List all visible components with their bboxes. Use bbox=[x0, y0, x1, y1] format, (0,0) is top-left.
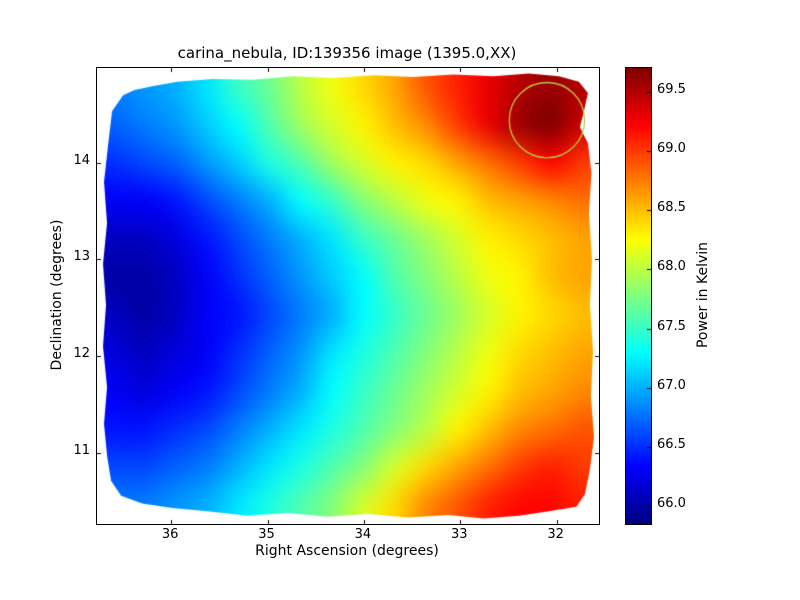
heatmap-canvas bbox=[97, 68, 599, 524]
x-tick-label: 35 bbox=[258, 527, 275, 542]
colorbar-tick-label: 67.0 bbox=[657, 377, 686, 393]
y-tick-label: 11 bbox=[73, 442, 90, 458]
x-tick-label: 33 bbox=[450, 527, 468, 542]
x-tick-label: 34 bbox=[354, 527, 372, 542]
colorbar-tick-label: 68.5 bbox=[657, 200, 686, 216]
colorbar-tick-label: 69.0 bbox=[657, 140, 686, 156]
colorbar-tick-label: 68.0 bbox=[657, 259, 686, 275]
colorbar-tick-label: 66.0 bbox=[657, 496, 686, 512]
plot-title: carina_nebula, ID:139356 image (1395.0,X… bbox=[177, 44, 517, 62]
colorbar-tick-label: 69.5 bbox=[657, 81, 686, 97]
y-tick-label: 12 bbox=[73, 345, 90, 361]
colorbar-tick-label: 66.5 bbox=[657, 437, 686, 452]
x-tick-label: 32 bbox=[547, 527, 564, 542]
colorbar-label: Power in Kelvin bbox=[695, 241, 711, 349]
colorbar bbox=[625, 67, 652, 525]
x-axis-label: Right Ascension (degrees) bbox=[255, 543, 439, 559]
x-tick-label: 36 bbox=[161, 527, 179, 542]
heatmap-plot-area bbox=[96, 67, 600, 525]
y-tick-label: 14 bbox=[73, 152, 90, 168]
y-tick-label: 13 bbox=[73, 249, 90, 265]
colorbar-canvas bbox=[626, 68, 651, 524]
colorbar-tick-label: 67.5 bbox=[657, 318, 686, 334]
